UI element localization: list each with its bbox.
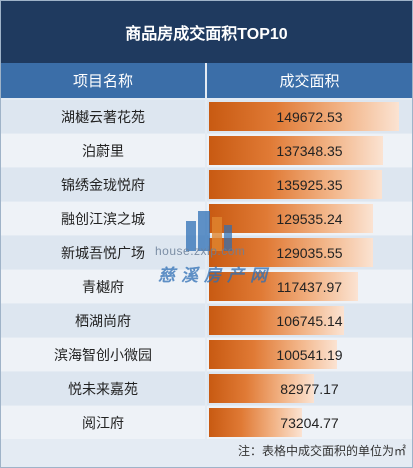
- area-value-label: 129035.55: [276, 244, 343, 261]
- area-cell: 135925.35: [207, 168, 412, 201]
- table-row: 新城吾悦广场 129035.55: [1, 236, 412, 269]
- footnote: 注：表格中成交面积的单位为㎡: [237, 444, 406, 458]
- area-cell: 117437.97: [207, 270, 412, 303]
- area-cell: 129535.24: [207, 202, 412, 235]
- area-cell: 106745.14: [207, 304, 412, 337]
- area-cell: 137348.35: [207, 134, 412, 167]
- area-bar: [209, 306, 344, 335]
- area-value-label: 73204.77: [280, 414, 339, 431]
- area-bar: [209, 238, 373, 267]
- area-bar: [209, 408, 302, 437]
- area-value-label: 129535.24: [276, 210, 343, 227]
- area-bar: [209, 272, 358, 301]
- project-name: 湖樾云著花苑: [1, 100, 205, 133]
- project-name: 青樾府: [1, 270, 205, 303]
- area-value-label: 137348.35: [276, 142, 343, 159]
- table-row: 湖樾云著花苑 149672.53: [1, 100, 412, 133]
- project-name: 新城吾悦广场: [1, 236, 205, 269]
- area-value-label: 100541.19: [276, 346, 343, 363]
- table-row: 青樾府 117437.97: [1, 270, 412, 303]
- table-header: 项目名称 成交面积: [1, 63, 412, 98]
- table-body: 湖樾云著花苑 149672.53 泊蔚里 137348.35 锦绣金珑悦府 135925.…: [1, 100, 412, 440]
- area-value-label: 82977.17: [280, 380, 339, 397]
- table-row: 锦绣金珑悦府 135925.35: [1, 168, 412, 201]
- area-bar: [209, 374, 314, 403]
- area-bar: [209, 340, 337, 369]
- watermark-url: house.zxip.com: [155, 244, 246, 258]
- project-name: 悦未来嘉苑: [1, 372, 205, 405]
- project-name: 融创江滨之城: [1, 202, 205, 235]
- area-cell: 82977.17: [207, 372, 412, 405]
- area-bar: [209, 102, 399, 131]
- table-row: 阅江府 73204.77: [1, 406, 412, 439]
- project-name: 滨海智创小微园: [1, 338, 205, 371]
- area-value-label: 149672.53: [276, 108, 343, 125]
- table-row: 滨海智创小微园 100541.19: [1, 338, 412, 371]
- area-bar: [209, 136, 383, 165]
- header-project-name: 项目名称: [1, 63, 207, 98]
- table-row: 悦未来嘉苑 82977.17: [1, 372, 412, 405]
- chart-title: 商品房成交面积TOP10: [1, 1, 412, 63]
- table-row: 泊蔚里 137348.35: [1, 134, 412, 167]
- table-row: 栖湖尚府 106745.14: [1, 304, 412, 337]
- watermark-brand: 慈溪房产网: [158, 266, 273, 285]
- project-name: 锦绣金珑悦府: [1, 168, 205, 201]
- project-name: 阅江府: [1, 406, 205, 439]
- area-cell: 73204.77: [207, 406, 412, 439]
- project-name: 泊蔚里: [1, 134, 205, 167]
- project-name: 栖湖尚府: [1, 304, 205, 337]
- area-value-label: 106745.14: [276, 312, 343, 329]
- header-area: 成交面积: [207, 63, 412, 98]
- area-cell: 129035.55: [207, 236, 412, 269]
- area-bar: [209, 204, 373, 233]
- area-value-label: 117437.97: [276, 278, 343, 295]
- area-bar: [209, 170, 382, 199]
- area-value-label: 135925.35: [276, 176, 343, 193]
- table-row: 融创江滨之城 129535.24: [1, 202, 412, 235]
- area-cell: 149672.53: [207, 100, 412, 133]
- area-cell: 100541.19: [207, 338, 412, 371]
